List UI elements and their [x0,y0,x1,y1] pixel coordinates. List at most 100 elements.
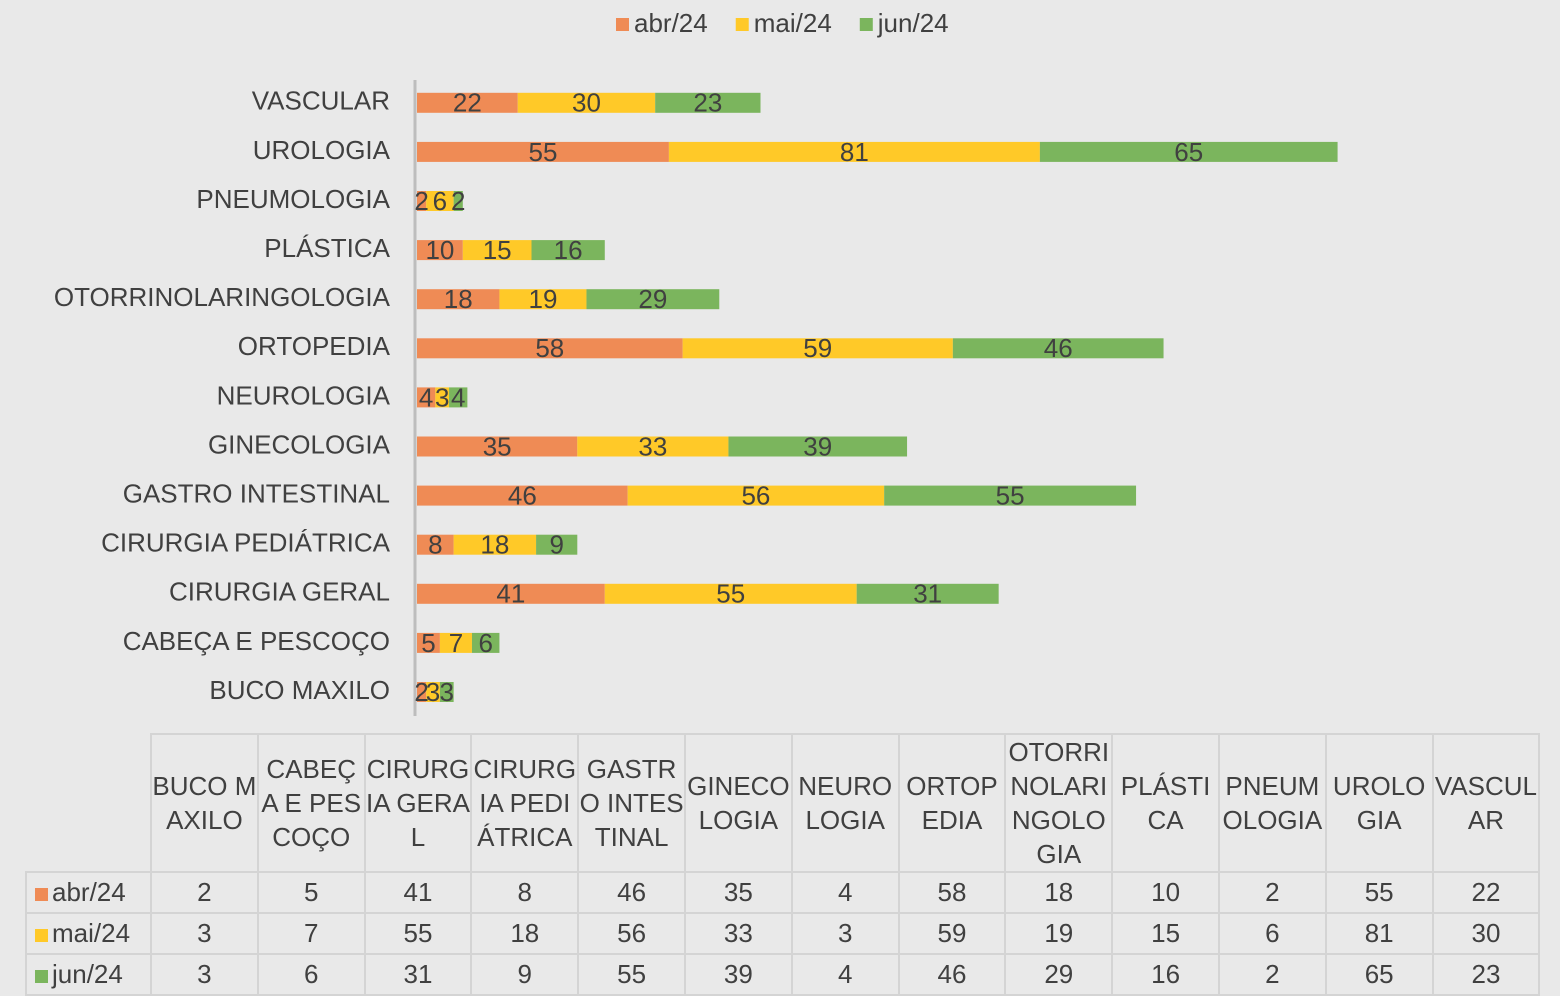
table-cell: 23 [1431,953,1541,996]
data-label: 55 [528,137,557,167]
table-cell: 3 [150,912,259,955]
table-header: GINECOLOGIA [683,733,793,873]
data-label: 23 [693,88,722,118]
bar-segment [417,240,463,261]
bar-segment [449,387,468,408]
table-series-name: mai/24 [52,918,131,948]
data-label: 46 [508,480,537,510]
data-label: 55 [716,579,745,609]
data-label: 4 [451,382,465,412]
bar-segment [471,632,500,653]
data-label: 16 [554,235,583,265]
table-cell: 46 [577,871,686,914]
y-tick-label: NEUROLOGIA [217,380,391,410]
y-tick-label: OTORRINOLARINGOLOGIA [54,282,391,312]
data-label: 9 [549,530,563,560]
bar-segment [439,632,472,653]
table-cell: 30 [1431,912,1541,955]
table-cell: 7 [256,912,366,955]
data-table: BUCO MAXILO CABEÇA E PESCOÇO CIRURGIA GERA… [25,733,1541,996]
legend-label: jun/24 [877,8,949,38]
table-cell: 4 [790,871,900,914]
data-label: 3 [435,382,449,412]
bar-segment [417,191,427,211]
table-cell: 18 [470,912,580,955]
table-cell: 6 [1217,912,1327,955]
table-cell: 9 [470,953,580,996]
y-tick-label: CABEÇA E PESCOÇO [123,626,390,656]
table-row: abr/24 2 5 41 8 46 35 4 58 18 10 2 55 22 [25,871,1541,914]
table-cell: 81 [1324,912,1434,955]
bar-segment [426,191,454,211]
bar-segment [586,289,720,310]
table-cell: 2 [150,871,259,914]
bar-segment [682,338,953,359]
table-header-row: BUCO MAXILO CABEÇA E PESCOÇO CIRURGIA GERA… [26,733,1541,873]
table-cell: 2 [1217,871,1327,914]
bar-segment [417,485,628,506]
data-label: 3 [426,677,440,707]
bar-segment [453,534,537,555]
bar-segment [952,338,1164,359]
table-cell: 4 [790,953,900,996]
table-header: UROLOGIA [1324,733,1434,873]
data-label: 59 [803,333,832,363]
bar-segment [856,583,999,604]
table-cell: 39 [683,953,793,996]
table-cell: 31 [363,953,473,996]
data-label: 8 [428,530,442,560]
data-label: 18 [444,284,473,314]
data-label: 4 [419,382,433,412]
bar-segment [435,387,450,408]
table-header: CIRURGIA PEDIÁTRICA [470,733,580,873]
data-label: 5 [421,628,435,658]
legend-label: abr/24 [634,8,708,38]
bar-segment [417,387,436,408]
y-tick-label: VASCULAR [252,86,390,116]
data-label: 39 [803,431,832,461]
bar-segment [417,632,440,653]
table-header: CIRURGIA GERAL [363,733,473,873]
data-label: 7 [449,628,463,658]
bar-segment [462,240,532,261]
data-label: 2 [451,186,465,216]
bar-segment [439,682,454,702]
y-tick-label: CIRURGIA PEDIÁTRICA [101,528,391,558]
data-label: 6 [433,186,447,216]
table-cell: 22 [1431,871,1541,914]
table-header: PNEUMOLOGIA [1217,733,1327,873]
table-corner [26,734,151,872]
table-series-name: abr/24 [52,877,126,907]
table-cell: 46 [897,953,1007,996]
bar-segment [517,92,656,113]
table-header: CABEÇA E PESCOÇO [256,733,366,873]
bar-segment [577,436,729,457]
data-label: 29 [638,284,667,314]
bar-segment [728,436,908,457]
table-cell: 41 [363,871,473,914]
bar-segment [417,436,578,457]
data-label: 2 [414,677,428,707]
table-header: NEUROLOGIA [790,733,900,873]
data-label: 15 [483,235,512,265]
table-cell: 29 [1004,953,1114,996]
table-cell: 3 [790,912,900,955]
bar-segment [655,92,761,113]
table-cell: 55 [577,953,686,996]
data-label: 35 [483,431,512,461]
data-label: 46 [1044,333,1073,363]
table-header: BUCO MAXILO [150,733,259,873]
data-label: 56 [741,480,770,510]
bar-segment [604,583,857,604]
table-cell: 35 [683,871,793,914]
data-label: 55 [996,480,1025,510]
data-label: 81 [840,137,869,167]
table-cell: 65 [1324,953,1434,996]
data-label: 65 [1174,137,1203,167]
table-cell: 59 [897,912,1007,955]
table-cell: 16 [1111,953,1220,996]
table-cell: 33 [683,912,793,955]
legend-key [35,970,48,983]
